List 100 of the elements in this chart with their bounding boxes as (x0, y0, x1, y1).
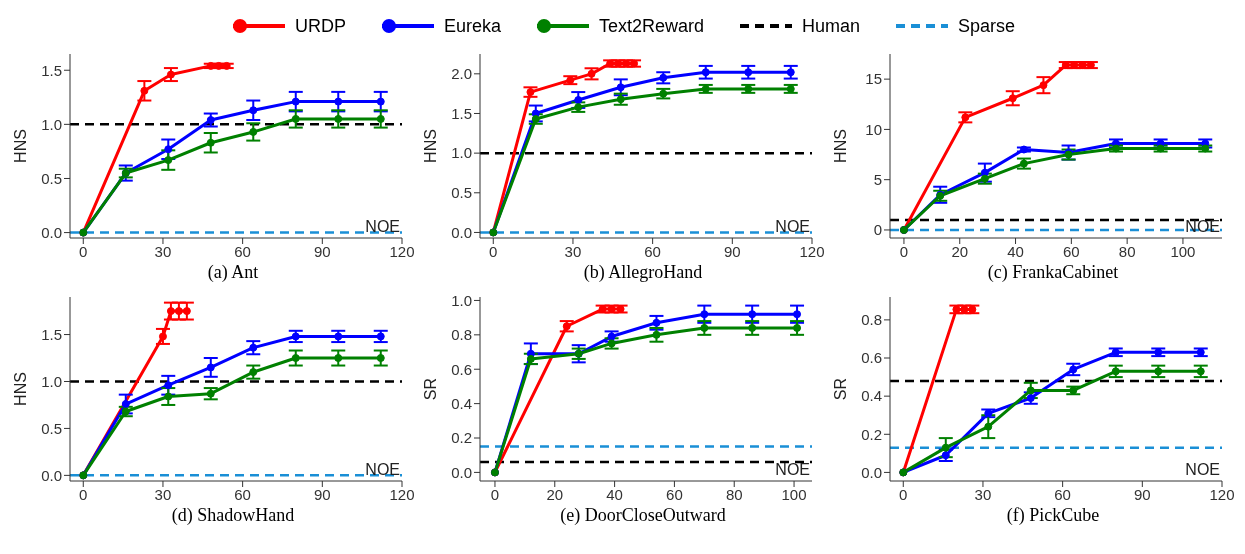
y-tick-label: 0.0 (451, 223, 472, 241)
text: (b) AllegroHand (582, 262, 704, 283)
point (984, 422, 993, 431)
y-tick-label: 10 (865, 120, 882, 138)
y-tick-label: 0.4 (451, 394, 472, 412)
x-tick-label: 0 (79, 242, 88, 260)
x-axis-title: NOE (1185, 218, 1220, 236)
legend-label: Text2Reward (598, 15, 705, 37)
x-tick-label: 40 (1007, 242, 1024, 260)
x-axis-title: NOE (365, 218, 400, 236)
x-tick-label: 120 (389, 485, 415, 503)
text: (c) FrankaCabinet (986, 262, 1120, 283)
point (700, 310, 709, 319)
point (701, 68, 710, 77)
x-tick-label: 30 (154, 485, 172, 503)
point (574, 96, 583, 104)
y-tick-label: 0.5 (41, 419, 62, 437)
point (174, 307, 183, 316)
y-tick-label: 0.6 (861, 349, 882, 367)
point (164, 392, 173, 401)
x-tick-label: 0 (490, 485, 500, 503)
point (793, 323, 802, 332)
y-tick-label: 1.0 (451, 291, 472, 309)
point (166, 70, 175, 79)
point (291, 354, 300, 363)
x-tick-label: 90 (313, 485, 331, 503)
y-tick-label: 1.0 (41, 115, 62, 133)
point (249, 343, 258, 352)
x-axis-title: NOE (365, 461, 400, 479)
point (291, 114, 300, 123)
x-tick-label: 60 (1063, 242, 1080, 260)
y-tick-label: 0.6 (451, 360, 472, 378)
y-tick-label: 0.0 (41, 223, 62, 241)
x-tick-label: 100 (1170, 242, 1196, 260)
point (334, 354, 343, 363)
y-tick-label: 0.8 (451, 326, 472, 344)
point (652, 318, 661, 327)
x-tick-label: 40 (606, 485, 623, 503)
y-tick-label: 0.8 (861, 311, 882, 329)
y-axis-title: HNS (11, 372, 29, 406)
point (1026, 386, 1035, 395)
x-tick-label: 0 (899, 485, 908, 503)
point (206, 116, 215, 125)
y-tick-label: 1.5 (41, 61, 62, 79)
y-axis-title: HNS (831, 129, 849, 163)
point (140, 86, 149, 95)
y-tick-label: 1.5 (41, 325, 62, 343)
point (376, 114, 385, 123)
y-tick-label: 0.5 (41, 169, 62, 187)
point (164, 156, 173, 165)
point (376, 354, 385, 363)
x-tick-label: 80 (725, 485, 743, 503)
x-tick-label: 100 (781, 485, 807, 503)
x-tick-label: 0 (899, 242, 909, 260)
y-tick-label: 0.2 (861, 425, 882, 443)
point (793, 310, 802, 319)
y-axis-title: HNS (421, 129, 439, 163)
point (941, 443, 950, 452)
x-tick-label: 120 (1209, 485, 1235, 503)
x-tick-label: 30 (154, 242, 172, 260)
y-tick-label: 0 (873, 221, 882, 239)
point (249, 127, 258, 136)
x-tick-label: 60 (234, 242, 251, 260)
point (980, 168, 989, 177)
x-tick-label: 30 (564, 242, 582, 260)
point (249, 368, 258, 377)
point (748, 310, 757, 319)
x-tick-label: 60 (644, 242, 661, 260)
point (166, 307, 175, 316)
point (164, 145, 173, 154)
point (291, 97, 300, 106)
x-tick-label: 120 (389, 242, 415, 260)
y-tick-label: 0.0 (861, 463, 882, 481)
x-tick-label: 0 (489, 242, 498, 260)
point (206, 138, 215, 147)
x-axis-title: NOE (775, 461, 810, 479)
text: (e) DoorCloseOutward (559, 505, 727, 526)
x-tick-label: 90 (313, 242, 331, 260)
x-tick-label: 60 (234, 485, 251, 503)
text: (f) PickCube (1005, 505, 1101, 526)
y-tick-label: 1.0 (41, 372, 62, 390)
text: (a) Ant (206, 262, 260, 283)
x-tick-label: 20 (951, 242, 969, 260)
x-tick-label: 80 (1118, 242, 1136, 260)
y-tick-label: 0.0 (451, 463, 472, 481)
point (206, 363, 215, 372)
y-tick-label: 0.2 (451, 429, 472, 447)
legend-label: URDP (294, 15, 346, 37)
legend-label: Sparse (958, 15, 1016, 37)
point (652, 330, 661, 339)
x-tick-label: 30 (974, 485, 992, 503)
point (121, 400, 130, 409)
point (786, 68, 795, 77)
x-axis-title: NOE (1185, 461, 1220, 479)
point (744, 68, 753, 77)
point (1008, 94, 1017, 103)
y-axis-title: SR (421, 377, 439, 401)
y-axis-title: HNS (11, 129, 29, 163)
x-tick-label: 60 (666, 485, 683, 503)
x-tick-label: 90 (1133, 485, 1151, 503)
